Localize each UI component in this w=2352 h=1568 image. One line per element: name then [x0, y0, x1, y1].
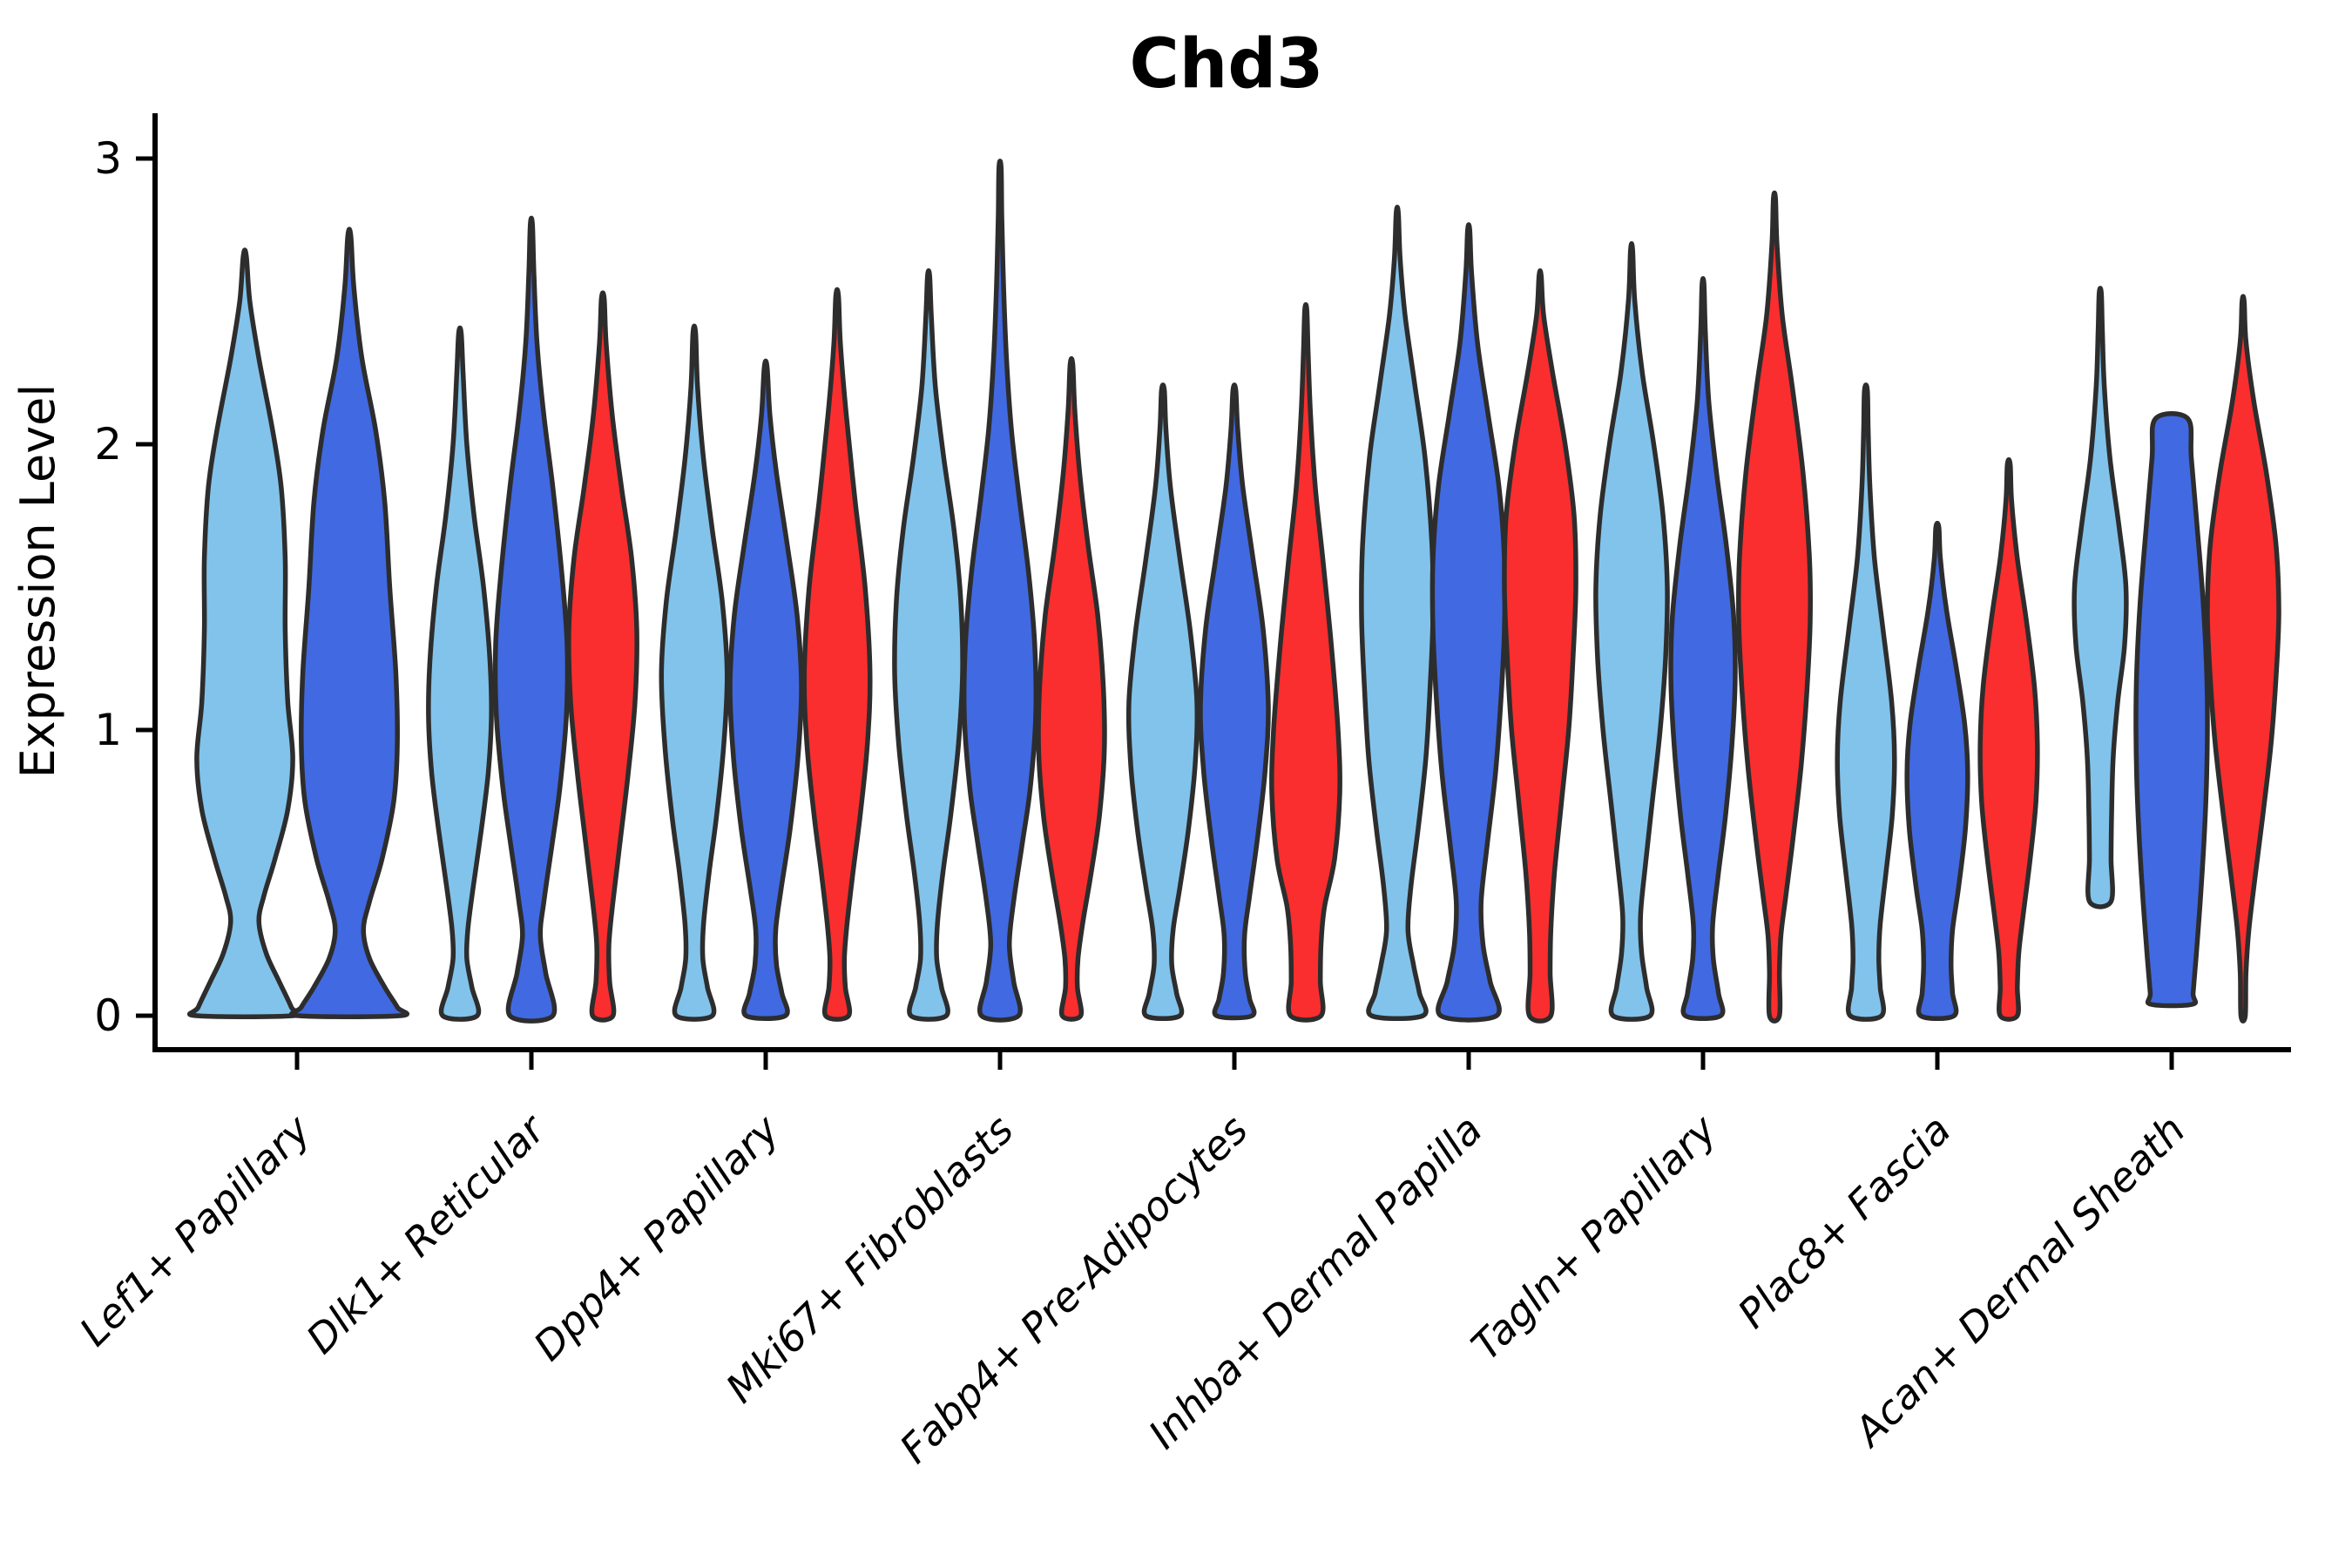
- violin-lef1-series1: [187, 247, 302, 1019]
- violins-layer: [187, 159, 2281, 1024]
- violin-mki67-series2: [961, 159, 1039, 1023]
- x-category-label: Tagln+ Papillary: [1462, 1105, 1726, 1369]
- violin-fabp4-series1: [1125, 382, 1200, 1022]
- violin-tagln-series3: [1735, 190, 1814, 1024]
- x-category-label: Dlk1+ Reticular: [297, 1104, 556, 1362]
- x-category-label: Dpp4+ Papillary: [524, 1105, 788, 1369]
- violin-tagln-series2: [1668, 276, 1738, 1022]
- violin-mki67-series3: [1036, 355, 1107, 1022]
- violin-plac8-series3: [1977, 456, 2040, 1022]
- violin-acan-series3: [2205, 294, 2281, 1024]
- violin-inhba-series1: [1359, 205, 1436, 1022]
- violin-dpp4-series3: [801, 287, 873, 1022]
- y-tick-label: 1: [94, 705, 122, 755]
- violin-tagln-series1: [1593, 240, 1670, 1022]
- violin-plac8-series1: [1835, 382, 1897, 1022]
- violin-mki67-series1: [892, 267, 965, 1022]
- violin-plac8-series2: [1904, 520, 1970, 1022]
- violin-dlk1-series1: [426, 325, 494, 1022]
- violin-fabp4-series3: [1269, 301, 1342, 1023]
- violin-lef1-series2: [289, 226, 409, 1019]
- y-axis-label: Expression Level: [10, 384, 65, 779]
- violin-inhba-series3: [1502, 267, 1578, 1024]
- violin-fabp4-series2: [1198, 382, 1271, 1021]
- y-tick-label: 2: [94, 419, 122, 470]
- y-tick-label: 3: [94, 133, 122, 184]
- violin-dlk1-series3: [566, 290, 639, 1023]
- violin-inhba-series2: [1429, 222, 1508, 1023]
- violin-dpp4-series2: [727, 358, 804, 1022]
- violin-dlk1-series2: [492, 215, 571, 1024]
- chart-title: Chd3: [1130, 25, 1324, 104]
- x-category-label: Lef1+ Papillary: [71, 1105, 320, 1355]
- violin-acan-series2: [2133, 410, 2210, 1009]
- x-category-label: Plac8+ Fascia: [1728, 1106, 1959, 1337]
- y-axis-ticks: 0 1 2 3: [94, 133, 155, 1041]
- violin-dpp4-series1: [659, 323, 730, 1022]
- y-tick-label: 0: [94, 990, 122, 1041]
- violin-acan-series1: [2072, 286, 2129, 909]
